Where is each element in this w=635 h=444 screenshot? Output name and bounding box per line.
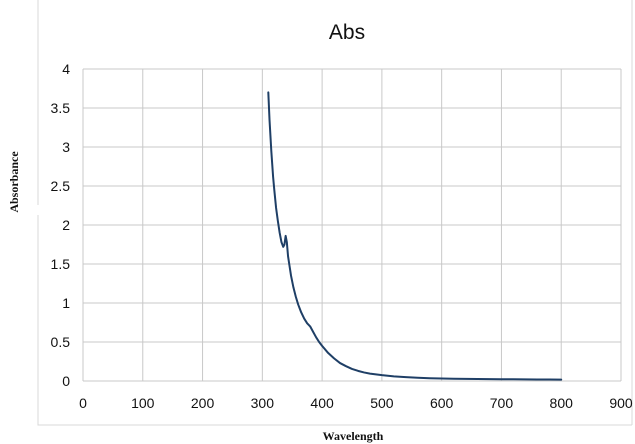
x-tick-label: 300 — [251, 395, 275, 411]
x-tick-label: 800 — [550, 395, 574, 411]
y-tick-label: 0 — [62, 373, 70, 389]
y-tick-label: 2 — [62, 217, 70, 233]
x-tick-label: 700 — [490, 395, 514, 411]
y-tick-label: 3.5 — [51, 100, 71, 116]
y-tick-label: 4 — [62, 61, 70, 77]
y-axis-label: Absorbance — [7, 151, 21, 213]
chart-title: Abs — [329, 21, 365, 44]
y-tick-labels: 0 0.5 1 1.5 2 2.5 3 3.5 4 — [51, 61, 71, 389]
y-tick-label: 0.5 — [51, 334, 71, 350]
x-tick-label: 900 — [609, 395, 633, 411]
grid — [82, 68, 622, 382]
x-tick-labels: 0 100 200 300 400 500 600 700 800 900 — [79, 395, 633, 411]
x-axis-label: Wavelength — [323, 429, 384, 443]
x-tick-label: 400 — [310, 395, 334, 411]
y-tick-label: 3 — [62, 139, 70, 155]
x-tick-label: 500 — [370, 395, 394, 411]
frame-left-bottom — [37, 215, 632, 426]
x-tick-label: 200 — [191, 395, 215, 411]
x-tick-label: 0 — [79, 395, 87, 411]
series-group — [267, 91, 563, 381]
y-tick-label: 1.5 — [51, 256, 71, 272]
y-tick-label: 2.5 — [51, 178, 71, 194]
series-line — [267, 91, 563, 381]
x-tick-label: 600 — [430, 395, 454, 411]
y-tick-label: 1 — [62, 295, 70, 311]
x-tick-label: 100 — [131, 395, 155, 411]
